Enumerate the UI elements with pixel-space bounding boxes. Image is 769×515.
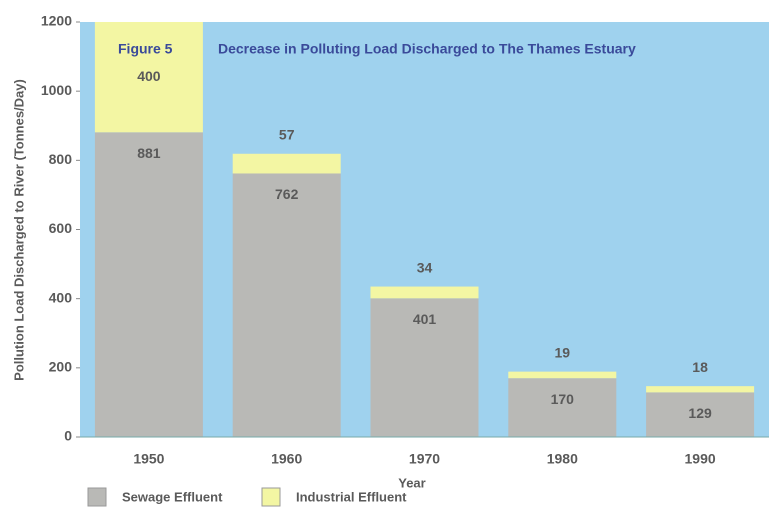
legend-label: Industrial Effluent <box>296 489 407 504</box>
legend-swatch <box>87 487 107 507</box>
data-label: 881 <box>137 145 161 161</box>
chart-title: Decrease in Polluting Load Discharged to… <box>218 41 636 57</box>
x-tick-label: 1980 <box>547 451 578 467</box>
data-label: 401 <box>413 311 437 327</box>
data-label: 170 <box>551 391 575 407</box>
y-tick-label: 0 <box>64 428 72 444</box>
x-tick-label: 1990 <box>685 451 716 467</box>
bar-segment <box>646 386 755 393</box>
bar-segment <box>232 153 341 174</box>
bars <box>94 22 755 437</box>
y-tick-label: 200 <box>49 359 73 375</box>
x-tick-label: 1950 <box>133 451 164 467</box>
data-label: 762 <box>275 186 299 202</box>
bar-segment <box>370 298 479 437</box>
y-tick-label: 800 <box>49 151 73 167</box>
x-tick-label: 1960 <box>271 451 302 467</box>
figure-label: Figure 5 <box>118 41 173 57</box>
data-label: 57 <box>279 126 295 142</box>
data-label: 19 <box>555 344 571 360</box>
bar-segment <box>646 392 755 437</box>
bar-segment <box>94 132 203 437</box>
bar-segment <box>370 286 479 299</box>
y-tick-label: 1200 <box>41 13 72 29</box>
legend-swatch <box>261 487 281 507</box>
y-tick-label: 1000 <box>41 82 72 98</box>
data-label: 129 <box>688 405 712 421</box>
bar-segment <box>94 22 203 133</box>
bar-segment <box>232 173 341 437</box>
data-label: 400 <box>137 68 161 84</box>
x-tick-label: 1970 <box>409 451 440 467</box>
data-label: 34 <box>417 259 433 275</box>
y-axis-label: Pollution Load Discharged to River (Tonn… <box>11 79 26 381</box>
x-axis-label: Year <box>398 475 425 490</box>
bar-segment <box>508 371 617 379</box>
bar-segment <box>508 378 617 437</box>
data-label: 18 <box>692 359 708 375</box>
legend-label: Sewage Effluent <box>122 489 223 504</box>
y-tick-label: 600 <box>49 220 73 236</box>
y-tick-label: 400 <box>49 289 73 305</box>
